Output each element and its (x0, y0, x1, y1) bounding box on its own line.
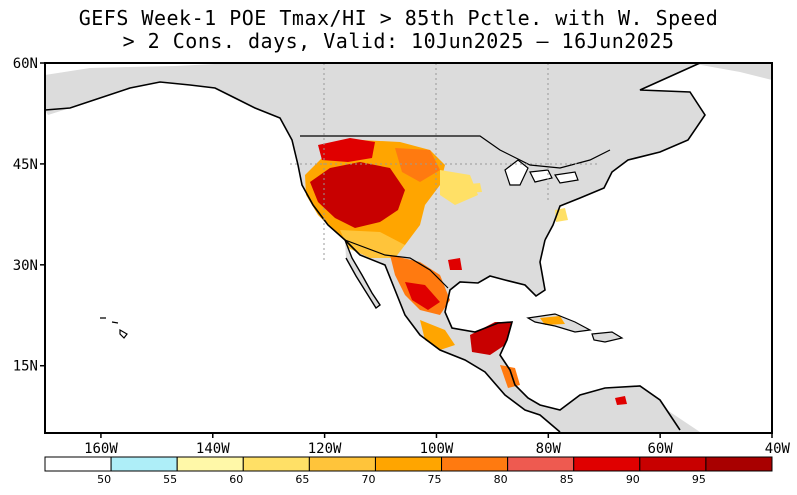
land-baja-california (345, 240, 380, 308)
colorbar-bin (639, 456, 707, 472)
colorbar-label: 55 (163, 473, 177, 486)
land-hawaii (100, 317, 128, 339)
colorbar-bin (705, 456, 773, 472)
colorbar-label: 50 (97, 473, 111, 486)
map-title-line-2: > 2 Cons. days, Valid: 10Jun2025 – 16Jun… (122, 29, 675, 53)
coastline-east (544, 62, 706, 241)
graticule (290, 63, 600, 260)
heat-region-venezuela (615, 396, 627, 405)
coastline-baja (344, 239, 381, 310)
land-south-america (560, 392, 700, 432)
colorbar-label: 85 (560, 473, 574, 486)
colorbar-bin (176, 456, 244, 472)
longitude-axis: 160W 140W 120W 100W 80W 60W 40W (84, 433, 791, 457)
colorbar-bin (441, 456, 509, 472)
coastline-gulf (444, 239, 681, 431)
colorbar-label: 80 (494, 473, 508, 486)
colorbar-label: 75 (428, 473, 442, 486)
colorbar-label: 60 (229, 473, 243, 486)
colorbar-label: 90 (626, 473, 640, 486)
lat-tick-label: 30N (13, 258, 38, 274)
lat-tick-label: 15N (13, 359, 38, 375)
heat-region-caribbean (540, 316, 565, 325)
lon-tick-label: 80W (536, 441, 562, 457)
lat-tick-label: 60N (13, 56, 38, 72)
lon-tick-label: 100W (420, 441, 454, 457)
heat-region-high-plains (440, 170, 478, 205)
colorbar-bin (573, 456, 641, 472)
colorbar-label: 65 (295, 473, 309, 486)
coastline-hispaniola (591, 331, 624, 343)
lon-tick-label: 40W (765, 441, 791, 457)
coastline-north-america (44, 81, 561, 433)
colorbar-bin (44, 456, 112, 472)
colorbar-bin (110, 456, 178, 472)
colorbar-label: 70 (361, 473, 375, 486)
lon-tick-label: 120W (308, 441, 342, 457)
colorbar-bin (507, 456, 575, 472)
colorbar-bin (308, 456, 376, 472)
heat-region-central-america (500, 365, 520, 388)
map-title-line-1: GEFS Week-1 POE Tmax/HI > 85th Pctle. wi… (78, 6, 719, 30)
land-masses (45, 63, 772, 432)
land-greenland (690, 63, 772, 80)
heat-region-midwest (460, 183, 482, 193)
colorbar-bin (242, 456, 310, 472)
lon-tick-label: 60W (648, 441, 674, 457)
lon-tick-label: 140W (196, 441, 230, 457)
colorbar-label: 95 (692, 473, 706, 486)
heat-region-texas (448, 258, 462, 270)
heat-region-rockies (395, 148, 440, 182)
coastline-cuba (526, 313, 592, 333)
great-lakes (504, 159, 579, 186)
heat-region-northwest (318, 138, 375, 162)
heat-region-mexico-core (405, 282, 440, 310)
colorbar-bin (374, 456, 443, 472)
border-us-canada (300, 135, 611, 169)
lon-tick-label: 160W (84, 441, 118, 457)
colorbar: 50 55 60 65 70 75 80 85 90 95 (44, 456, 773, 486)
map-frame (44, 62, 773, 434)
lat-tick-label: 45N (13, 157, 38, 173)
heat-region-west-core (310, 162, 405, 228)
latitude-axis: 60N 45N 30N 15N (13, 56, 45, 375)
border-us-mexico (344, 239, 449, 289)
